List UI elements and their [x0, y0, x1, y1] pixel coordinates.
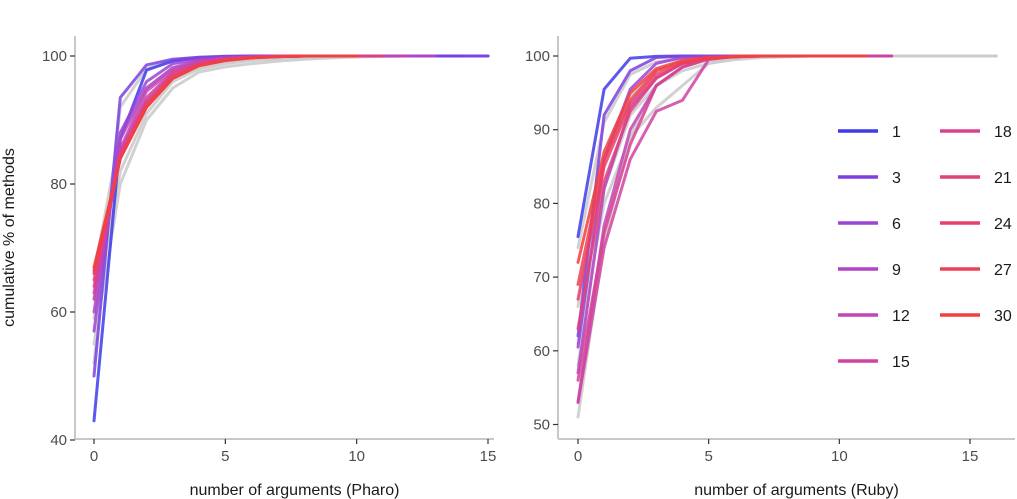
y-tick-label: 50: [533, 417, 550, 434]
legend-label-27: 27: [994, 262, 1012, 279]
legend-label-12: 12: [892, 308, 910, 325]
y-tick-label: 60: [533, 343, 550, 360]
series-line-3: [576, 54, 867, 338]
x-axis-title: number of arguments (Pharo): [190, 482, 400, 499]
series-line-30: [576, 54, 867, 264]
x-tick-label: 5: [221, 448, 229, 465]
series-line-6: [576, 54, 894, 349]
legend-label-21: 21: [994, 170, 1012, 187]
x-tick-label: 0: [574, 448, 582, 465]
series-line-18: [576, 54, 867, 382]
legend: 1 3 6 9 12 15 18 21 24 27 30: [838, 124, 1012, 371]
ruby-panel: 50 60 70 80 90 100 0 5 10 15 number of arguments (…: [525, 36, 1015, 499]
x-tick-label: 15: [480, 448, 497, 465]
y-tick-label: 80: [50, 176, 67, 193]
background-series-line: [576, 54, 998, 368]
y-tick-label: 60: [50, 304, 67, 321]
x-tick-label: 15: [962, 448, 979, 465]
legend-label-9: 9: [892, 262, 901, 279]
x-tick-label: 5: [704, 448, 712, 465]
y-tick-label: 40: [50, 432, 67, 449]
y-tick-label: 100: [525, 48, 550, 65]
legend-label-3: 3: [892, 170, 901, 187]
y-tick-label: 90: [533, 122, 550, 139]
legend-label-30: 30: [994, 308, 1012, 325]
x-tick-label: 10: [348, 448, 365, 465]
series-line-1: [576, 54, 867, 239]
pharo-panel: 40 60 80 100 0 5 10 15 number of arguments (Phar…: [1, 36, 496, 499]
y-tick-label: 70: [533, 269, 550, 286]
y-axis-title: cumulative % of methods: [1, 148, 18, 327]
background-series-line: [92, 54, 464, 301]
legend-label-6: 6: [892, 216, 901, 233]
legend-label-15: 15: [892, 354, 910, 371]
series-line-21: [92, 54, 385, 282]
x-axis-title: number of arguments (Ruby): [694, 482, 899, 499]
y-tick-label: 100: [42, 48, 67, 65]
series-line-30: [92, 54, 359, 269]
y-tick-label: 80: [533, 195, 550, 212]
legend-label-18: 18: [994, 124, 1012, 141]
x-tick-label: 0: [90, 448, 98, 465]
legend-label-24: 24: [994, 216, 1012, 233]
legend-label-1: 1: [892, 124, 901, 141]
x-tick-label: 10: [831, 448, 848, 465]
